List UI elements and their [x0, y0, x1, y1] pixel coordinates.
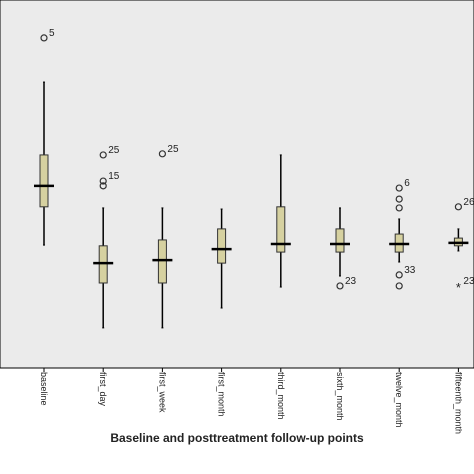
- box: [157, 239, 167, 284]
- outlier-label: 26: [463, 197, 474, 208]
- outlier: [336, 282, 344, 290]
- outlier: [395, 282, 403, 290]
- x-tick-label: twelve_month: [394, 372, 404, 428]
- outlier: [395, 184, 403, 192]
- x-tick-label: baseline: [39, 372, 49, 406]
- outlier: [99, 177, 107, 185]
- x-tick-label: third_month: [276, 372, 286, 420]
- outlier-label: 5: [49, 28, 55, 39]
- plot-area: [0, 0, 474, 369]
- x-tick-label: first_week: [157, 372, 167, 413]
- outlier: [395, 204, 403, 212]
- box: [39, 154, 49, 208]
- outlier-label: 23: [463, 276, 474, 287]
- outlier-label: 6: [404, 178, 410, 189]
- outlier-label: 33: [404, 265, 416, 276]
- x-tick-label: first_day: [98, 372, 108, 407]
- outlier-label: 15: [108, 171, 120, 182]
- outlier: [99, 151, 107, 159]
- outlier: [99, 182, 107, 190]
- outlier: [158, 150, 166, 158]
- box: [217, 228, 227, 264]
- outlier-label: 23: [345, 276, 357, 287]
- box: [276, 206, 286, 253]
- outlier: [395, 195, 403, 203]
- outlier: [395, 271, 403, 279]
- box: [98, 245, 108, 284]
- x-tick-label: fifteenth_month: [453, 372, 463, 434]
- outlier: [40, 34, 48, 42]
- x-tick-label: first_month: [217, 372, 227, 417]
- x-tick-label: sixth_month: [335, 372, 345, 421]
- outlier-label: 25: [167, 144, 179, 155]
- outlier: *: [456, 280, 461, 295]
- box: [335, 228, 345, 253]
- x-axis-title: Baseline and posttreatment follow-up poi…: [110, 431, 364, 445]
- outlier-label: 25: [108, 145, 120, 156]
- outlier: [454, 203, 462, 211]
